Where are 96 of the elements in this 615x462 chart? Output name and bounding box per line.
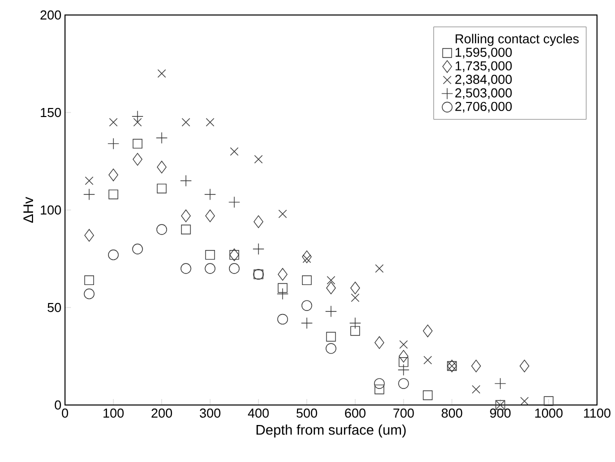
x-tick-label: 300	[200, 408, 220, 418]
x-tick-label: 400	[248, 408, 269, 418]
point	[472, 385, 480, 394]
point	[156, 160, 167, 174]
point	[108, 168, 118, 182]
point	[399, 340, 408, 349]
x-tick-label: 200	[152, 408, 172, 418]
point	[350, 282, 360, 294]
point	[326, 343, 336, 354]
point	[374, 384, 384, 394]
y-tick-label: 0	[54, 400, 61, 410]
y-axis-title: ΔHv	[23, 196, 34, 223]
point	[228, 196, 240, 208]
point	[325, 306, 337, 318]
point	[204, 188, 216, 200]
x-tick-label: 100	[104, 408, 124, 418]
legend-label: 1,735,000	[456, 61, 512, 72]
point	[109, 118, 118, 126]
point	[494, 378, 506, 390]
point	[204, 263, 216, 274]
point	[156, 132, 168, 144]
point	[156, 184, 167, 194]
point	[350, 294, 360, 302]
point	[424, 356, 432, 364]
legend-label: 1,595,000	[456, 48, 512, 58]
point	[133, 118, 142, 126]
point	[278, 210, 287, 218]
x-tick-label: 700	[393, 408, 414, 418]
point	[180, 263, 192, 274]
legend-label: 2,503,000	[455, 88, 512, 100]
legend-label: 2,384,000	[455, 74, 512, 86]
x-axis-title: Depth from surface (um)	[256, 424, 406, 438]
point	[182, 118, 190, 126]
point	[349, 317, 362, 329]
point	[278, 268, 288, 281]
point	[398, 364, 410, 376]
point	[156, 224, 168, 235]
y-tick-label: 50	[48, 302, 61, 312]
point	[206, 118, 214, 126]
point	[230, 147, 238, 156]
point	[84, 176, 94, 185]
point	[326, 332, 336, 342]
x-tick-label: 600	[345, 408, 366, 418]
point	[132, 110, 144, 122]
y-tick-label: 100	[40, 205, 61, 215]
point	[254, 215, 264, 228]
point	[205, 210, 215, 222]
point	[181, 210, 191, 222]
legend-title: Rolling contact cycles	[456, 34, 579, 46]
x-tick-label: 800	[442, 408, 462, 418]
x-tick-label: 1100	[584, 408, 610, 418]
point	[326, 282, 336, 294]
point	[302, 250, 312, 264]
point	[326, 276, 336, 284]
x-tick-label: 900	[490, 408, 511, 418]
point	[181, 224, 191, 234]
point	[544, 396, 554, 406]
point	[132, 152, 142, 166]
point	[158, 69, 166, 78]
point	[302, 275, 312, 286]
point	[398, 357, 408, 367]
point	[520, 360, 530, 372]
point	[180, 174, 192, 187]
point	[83, 188, 96, 200]
point	[132, 244, 143, 254]
y-tick-label: 200	[40, 10, 61, 20]
point	[375, 264, 384, 273]
point	[300, 317, 313, 329]
point	[374, 336, 384, 349]
point	[108, 190, 118, 200]
legend-label: 2,706,000	[455, 102, 512, 113]
point	[398, 350, 408, 363]
point	[374, 378, 385, 389]
point	[520, 396, 529, 406]
point	[132, 138, 142, 149]
point	[205, 250, 215, 260]
point	[302, 254, 312, 263]
point	[471, 360, 481, 372]
y-tick-label: 150	[40, 108, 61, 118]
point	[301, 300, 312, 311]
point	[84, 229, 94, 242]
point	[108, 138, 120, 150]
point	[228, 263, 240, 274]
point	[350, 326, 360, 336]
x-tick-label: 1000	[535, 408, 563, 418]
x-tick-label: 500	[296, 408, 318, 418]
point	[398, 378, 409, 389]
point	[422, 324, 433, 338]
point	[277, 314, 288, 325]
point	[422, 390, 433, 400]
point	[108, 250, 119, 260]
point	[252, 243, 264, 255]
x-tick-label: 0	[62, 408, 68, 418]
point	[84, 288, 95, 300]
point	[254, 155, 263, 164]
point	[84, 275, 94, 286]
